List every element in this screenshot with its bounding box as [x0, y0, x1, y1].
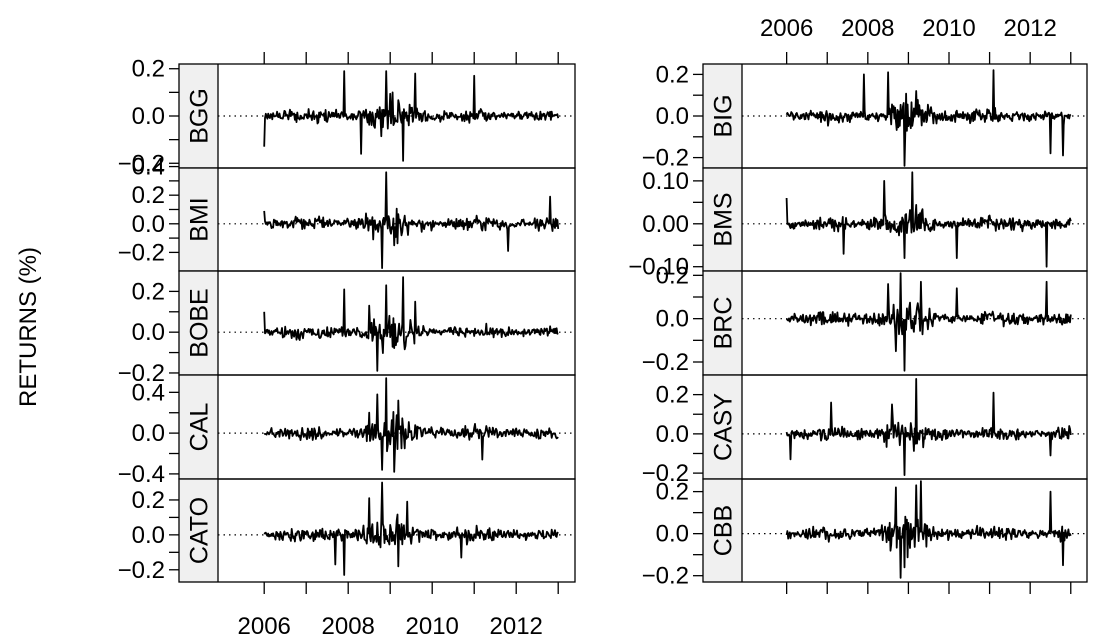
series-line-bmi	[263, 171, 560, 269]
panel-cato: CATO −0.2 0.0 0.2	[118, 478, 576, 584]
strip-cbb	[703, 479, 742, 582]
strip-bms	[703, 168, 742, 271]
y-tick-label-cal: 0.0	[132, 420, 165, 447]
panel-bobe: BOBE −0.2 0.0 0.2	[118, 270, 576, 387]
y-tick-label-casy: 0.0	[656, 421, 689, 448]
series-line-brc	[785, 272, 1072, 372]
strip-big	[703, 64, 742, 168]
y-tick-label-cbb: 0.2	[656, 479, 689, 506]
panel-frame-bmi	[178, 167, 576, 272]
y-tick-label-cbb: 0.0	[656, 521, 689, 548]
strip-label-bobe: BOBE	[186, 288, 214, 357]
y-tick-label-brc: −0.2	[642, 349, 689, 376]
x-tick-label: 2012	[1003, 15, 1056, 42]
x-tick-label: 2012	[490, 613, 543, 640]
series-line-bgg	[263, 70, 560, 162]
strip-label-bmi: BMI	[186, 197, 214, 241]
panel-bmi: BMI −0.20.00.20.4	[118, 154, 576, 272]
strip-label-cato: CATO	[186, 497, 214, 564]
plot-area: BGG−0.20.00.2BMI−0.20.00.20.4BOBE−0.20.0…	[118, 15, 1088, 640]
panel-bgg: BGG −0.2 0.0 0.2	[118, 56, 576, 177]
x-tick-label: 2010	[922, 15, 975, 42]
chart-column-2: BIG −0.2 0.0 0.2 BMS −0.10 0.00 0.10 BRC −0.2 0.0 0…	[628, 15, 1088, 594]
panel-frame-cbb	[702, 478, 1088, 583]
strip-brc	[703, 271, 742, 375]
y-tick-label-cal: −0.4	[118, 461, 165, 488]
y-tick-label-bobe: −0.2	[118, 360, 165, 387]
y-tick-label-bobe: 0.0	[132, 319, 165, 346]
y-tick-label-bms: 0.10	[642, 168, 689, 195]
series-line-cato	[263, 481, 559, 576]
panel-casy: CASY −0.2 0.0 0.2	[642, 374, 1088, 487]
x-axis-column-1: 2006 2008 2010 2012	[238, 52, 559, 640]
strip-label-bgg: BGG	[186, 88, 214, 144]
series-line-bobe	[263, 276, 559, 372]
strip-casy	[703, 375, 742, 479]
panel-bms: BMS −0.10 0.00 0.10	[628, 167, 1088, 281]
strip-cal	[179, 375, 218, 479]
y-tick-label-bgg: 0.0	[132, 103, 165, 130]
y-tick-label-cbb: −0.2	[642, 563, 689, 590]
y-tick-label-bms: 0.00	[642, 211, 689, 238]
y-tick-label-bmi: 0.2	[132, 182, 165, 209]
strip-label-brc: BRC	[710, 297, 738, 350]
y-tick-label-bms: −0.10	[628, 254, 689, 281]
series-line-bms	[785, 171, 1072, 268]
strip-cato	[179, 479, 218, 582]
strip-bmi	[179, 168, 218, 271]
chart-column-1: BGG−0.20.00.2BMI−0.20.00.20.4BOBE−0.20.0…	[118, 52, 576, 640]
x-tick-label: 2006	[238, 613, 291, 640]
y-tick-label-bmi: 0.4	[132, 154, 165, 181]
panel-brc: BRC −0.2 0.0 0.2	[642, 262, 1088, 376]
strip-bobe	[179, 271, 218, 375]
y-tick-label-big: −0.2	[642, 145, 689, 172]
series-line-cbb	[785, 480, 1072, 579]
x-tick-label: 2008	[841, 15, 894, 42]
y-tick-label-brc: 0.2	[656, 262, 689, 289]
strip-bgg	[179, 64, 218, 168]
panel-frame-bms	[702, 167, 1088, 272]
panel-frame-cato	[178, 478, 576, 583]
strip-label-casy: CASY	[710, 393, 738, 461]
y-tick-label-bgg: −0.2	[118, 150, 165, 177]
y-tick-label-casy: −0.2	[642, 460, 689, 487]
panel-cal: CAL −0.4 0.0 0.4	[118, 374, 576, 488]
series-line-cal	[263, 377, 559, 473]
strip-label-cbb: CBB	[710, 505, 738, 556]
x-tick-label: 2008	[322, 613, 375, 640]
strip-label-big: BIG	[710, 94, 738, 137]
y-tick-label-bgg: 0.2	[132, 56, 165, 83]
y-tick-label-big: 0.0	[656, 103, 689, 130]
y-tick-label-big: 0.2	[656, 61, 689, 88]
series-line-big	[785, 69, 1072, 167]
y-tick-label-cato: −0.2	[118, 557, 165, 584]
x-tick-label: 2006	[760, 15, 813, 42]
y-tick-label-cal: 0.4	[132, 379, 165, 406]
y-tick-label-brc: 0.0	[656, 306, 689, 333]
y-tick-label-bmi: −0.2	[118, 239, 165, 266]
y-axis-label: RETURNS (%)	[15, 247, 42, 407]
strip-label-bms: BMS	[710, 192, 738, 246]
y-tick-label-cato: 0.0	[132, 522, 165, 549]
y-tick-label-cato: 0.2	[132, 487, 165, 514]
y-tick-label-casy: 0.2	[656, 382, 689, 409]
y-tick-label-bobe: 0.2	[132, 278, 165, 305]
y-tick-label-bmi: 0.0	[132, 211, 165, 238]
x-axis-column-2: 2006 2008 2010 2012	[760, 15, 1072, 594]
panel-big: BIG −0.2 0.0 0.2	[642, 61, 1088, 172]
panel-cbb: CBB −0.2 0.0 0.2	[642, 478, 1088, 590]
strip-label-cal: CAL	[186, 403, 214, 452]
series-line-casy	[785, 378, 1072, 476]
x-tick-label: 2010	[406, 613, 459, 640]
